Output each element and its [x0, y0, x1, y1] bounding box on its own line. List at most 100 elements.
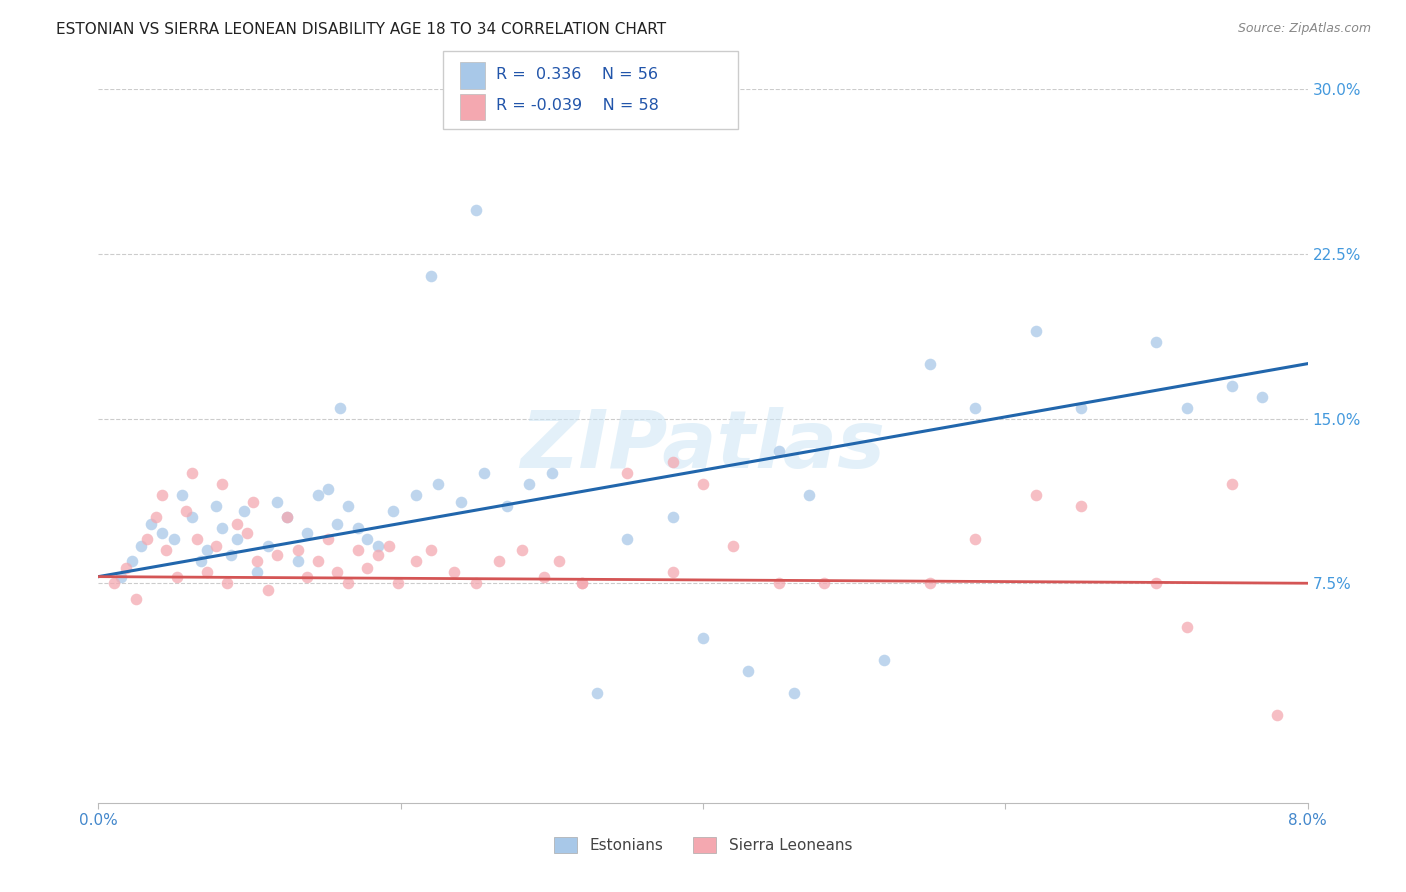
Point — [336, 500, 359, 514]
Point — [420, 268, 443, 283]
Point — [571, 576, 593, 591]
Point — [797, 488, 820, 502]
Point — [1070, 500, 1092, 514]
Point — [211, 521, 233, 535]
Point — [266, 495, 288, 509]
Point — [533, 569, 555, 583]
Text: R =  0.336    N = 56: R = 0.336 N = 56 — [496, 67, 658, 82]
Point — [307, 554, 329, 568]
Point — [382, 504, 405, 518]
Point — [918, 576, 941, 591]
Point — [205, 539, 228, 553]
Point — [586, 686, 609, 700]
Point — [246, 566, 269, 580]
Point — [465, 202, 488, 217]
Point — [256, 539, 278, 553]
Point — [405, 554, 427, 568]
Point — [103, 576, 125, 591]
Point — [1146, 334, 1168, 349]
Point — [450, 495, 472, 509]
Text: ESTONIAN VS SIERRA LEONEAN DISABILITY AGE 18 TO 34 CORRELATION CHART: ESTONIAN VS SIERRA LEONEAN DISABILITY AG… — [56, 22, 666, 37]
Point — [186, 533, 208, 547]
Point — [150, 488, 173, 502]
Point — [1267, 708, 1289, 723]
Point — [211, 477, 233, 491]
Point — [692, 477, 714, 491]
Point — [443, 566, 465, 580]
Point — [145, 510, 167, 524]
Point — [661, 510, 683, 524]
Point — [356, 561, 378, 575]
Point — [195, 543, 218, 558]
Point — [266, 548, 288, 562]
Point — [295, 569, 318, 583]
Point — [616, 533, 638, 547]
Point — [246, 554, 269, 568]
Point — [110, 569, 132, 583]
Text: Source: ZipAtlas.com: Source: ZipAtlas.com — [1237, 22, 1371, 36]
Point — [150, 525, 173, 540]
Point — [517, 477, 540, 491]
Point — [316, 533, 339, 547]
Point — [1251, 390, 1274, 404]
Point — [548, 554, 571, 568]
Point — [326, 516, 349, 531]
Point — [135, 533, 157, 547]
Point — [226, 533, 249, 547]
Point — [256, 582, 278, 597]
Point — [965, 401, 987, 415]
Point — [692, 631, 714, 645]
Point — [367, 539, 389, 553]
Point — [307, 488, 329, 502]
Point — [276, 510, 298, 524]
Text: R = -0.039    N = 58: R = -0.039 N = 58 — [496, 98, 659, 113]
Point — [235, 525, 257, 540]
Point — [965, 533, 987, 547]
Point — [510, 543, 533, 558]
Point — [540, 467, 562, 481]
Point — [141, 516, 163, 531]
Point — [661, 455, 683, 469]
Point — [181, 510, 204, 524]
Point — [813, 576, 835, 591]
Point — [121, 554, 143, 568]
Point — [427, 477, 450, 491]
Point — [377, 539, 399, 553]
Point — [166, 569, 188, 583]
Point — [125, 591, 148, 606]
Point — [918, 357, 941, 371]
Point — [232, 504, 254, 518]
Point — [873, 653, 896, 667]
Point — [329, 401, 352, 415]
Point — [205, 500, 228, 514]
Point — [326, 566, 349, 580]
Point — [1175, 620, 1198, 634]
Point — [723, 539, 745, 553]
Point — [1220, 477, 1243, 491]
Point — [1146, 576, 1168, 591]
Point — [163, 533, 186, 547]
Point — [1220, 378, 1243, 392]
Point — [287, 554, 309, 568]
Point — [195, 566, 218, 580]
Point — [336, 576, 359, 591]
Legend: Estonians, Sierra Leoneans: Estonians, Sierra Leoneans — [548, 831, 858, 859]
Point — [181, 467, 204, 481]
Point — [367, 548, 389, 562]
Point — [616, 467, 638, 481]
Point — [1024, 488, 1046, 502]
Point — [405, 488, 427, 502]
Point — [571, 576, 593, 591]
Point — [356, 533, 378, 547]
Point — [226, 516, 249, 531]
Point — [420, 543, 443, 558]
Point — [174, 504, 197, 518]
Point — [215, 576, 238, 591]
Point — [242, 495, 264, 509]
Point — [316, 482, 339, 496]
Point — [221, 548, 243, 562]
Point — [737, 664, 759, 678]
Point — [495, 500, 517, 514]
Text: ZIPatlas: ZIPatlas — [520, 407, 886, 485]
Point — [387, 576, 409, 591]
